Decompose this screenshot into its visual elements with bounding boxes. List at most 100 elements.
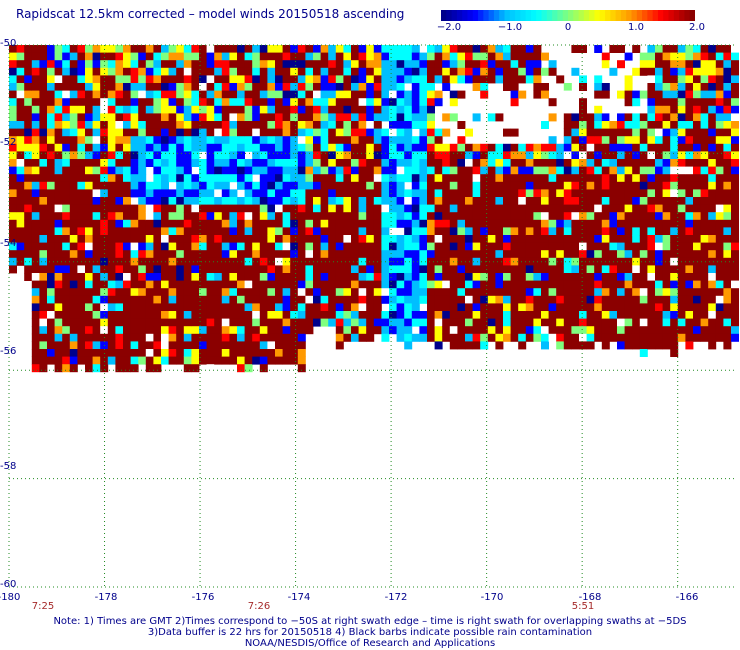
wind-cell	[77, 288, 86, 297]
wind-cell	[176, 326, 185, 335]
wind-cell	[130, 67, 139, 76]
wind-cell	[9, 235, 17, 243]
wind-cell	[457, 166, 466, 175]
wind-cell	[442, 181, 451, 190]
wind-cell	[465, 67, 473, 76]
wind-cell	[457, 288, 466, 297]
wind-cell	[670, 219, 679, 228]
wind-cell	[145, 219, 154, 228]
wind-cell	[267, 349, 276, 357]
wind-cell	[639, 235, 648, 243]
wind-cell	[259, 250, 268, 259]
wind-cell	[145, 326, 154, 335]
wind-cell	[639, 265, 648, 274]
wind-cell	[297, 151, 306, 160]
wind-cell	[411, 250, 420, 259]
wind-cell	[206, 212, 215, 221]
wind-cell	[290, 60, 299, 69]
wind-cell	[275, 189, 283, 198]
wind-cell	[115, 364, 124, 373]
wind-cell	[343, 303, 352, 312]
wind-cell	[617, 204, 625, 213]
wind-cell	[39, 204, 48, 213]
wind-cell	[586, 257, 595, 266]
wind-cell	[115, 52, 124, 61]
wind-cell	[282, 75, 291, 84]
wind-cell	[427, 280, 435, 289]
wind-cell	[130, 333, 139, 342]
wind-cell	[328, 288, 337, 297]
wind-cell	[168, 235, 177, 243]
wind-cell	[389, 219, 397, 228]
wind-cell	[335, 83, 344, 91]
wind-cell	[145, 242, 154, 251]
wind-cell	[77, 113, 86, 122]
wind-cell	[290, 75, 299, 84]
wind-cell	[267, 143, 276, 152]
wind-cell	[24, 235, 33, 243]
wind-cell	[39, 242, 48, 251]
wind-cell	[465, 250, 473, 259]
wind-cell	[123, 121, 131, 129]
wind-cell	[282, 333, 291, 342]
wind-cell	[115, 295, 124, 304]
wind-cell	[731, 52, 739, 61]
wind-cell	[176, 90, 185, 99]
wind-cell	[655, 166, 663, 175]
wind-cell	[617, 318, 625, 327]
wind-cell	[123, 227, 131, 236]
wind-cell	[358, 151, 367, 160]
wind-cell	[571, 45, 580, 53]
wind-cell	[548, 67, 557, 76]
wind-cell	[427, 219, 435, 228]
wind-cell	[647, 98, 656, 107]
wind-cell	[191, 151, 200, 160]
wind-cell	[571, 121, 580, 129]
wind-cell	[449, 311, 458, 319]
wind-cell	[662, 45, 671, 53]
wind-cell	[731, 98, 739, 107]
wind-cell	[47, 288, 55, 297]
wind-cell	[290, 136, 299, 145]
wind-cell	[237, 143, 245, 152]
wind-cell	[579, 197, 587, 205]
wind-cell	[145, 212, 154, 221]
colorbar-segment	[583, 10, 590, 21]
wind-cell	[320, 121, 329, 129]
wind-cell	[229, 235, 238, 243]
wind-cell	[677, 181, 686, 190]
wind-cell	[47, 204, 55, 213]
wind-cell	[69, 45, 78, 53]
wind-cell	[123, 204, 131, 213]
wind-cell	[206, 151, 215, 160]
wind-cell	[259, 341, 268, 350]
wind-cell	[31, 189, 40, 198]
wind-cell	[282, 242, 291, 251]
wind-cell	[404, 113, 413, 122]
wind-cell	[176, 219, 185, 228]
wind-cell	[214, 128, 223, 137]
wind-cell	[206, 227, 215, 236]
wind-cell	[571, 333, 580, 342]
wind-cell	[24, 174, 33, 183]
wind-cell	[404, 242, 413, 251]
wind-cell	[123, 159, 131, 167]
wind-cell	[685, 174, 694, 183]
wind-cell	[107, 333, 116, 342]
wind-cell	[168, 98, 177, 107]
wind-cell	[115, 257, 124, 266]
wind-cell	[518, 242, 527, 251]
wind-cell	[161, 295, 169, 304]
wind-cell	[343, 265, 352, 274]
wind-cell	[92, 166, 101, 175]
wind-cell	[191, 212, 200, 221]
wind-cell	[632, 174, 641, 183]
wind-cell	[510, 295, 519, 304]
wind-cell	[358, 265, 367, 274]
wind-cell	[335, 311, 344, 319]
wind-cell	[723, 60, 732, 69]
wind-cell	[601, 113, 610, 122]
wind-cell	[305, 288, 314, 297]
wind-cell	[31, 227, 40, 236]
wind-cell	[24, 113, 33, 122]
